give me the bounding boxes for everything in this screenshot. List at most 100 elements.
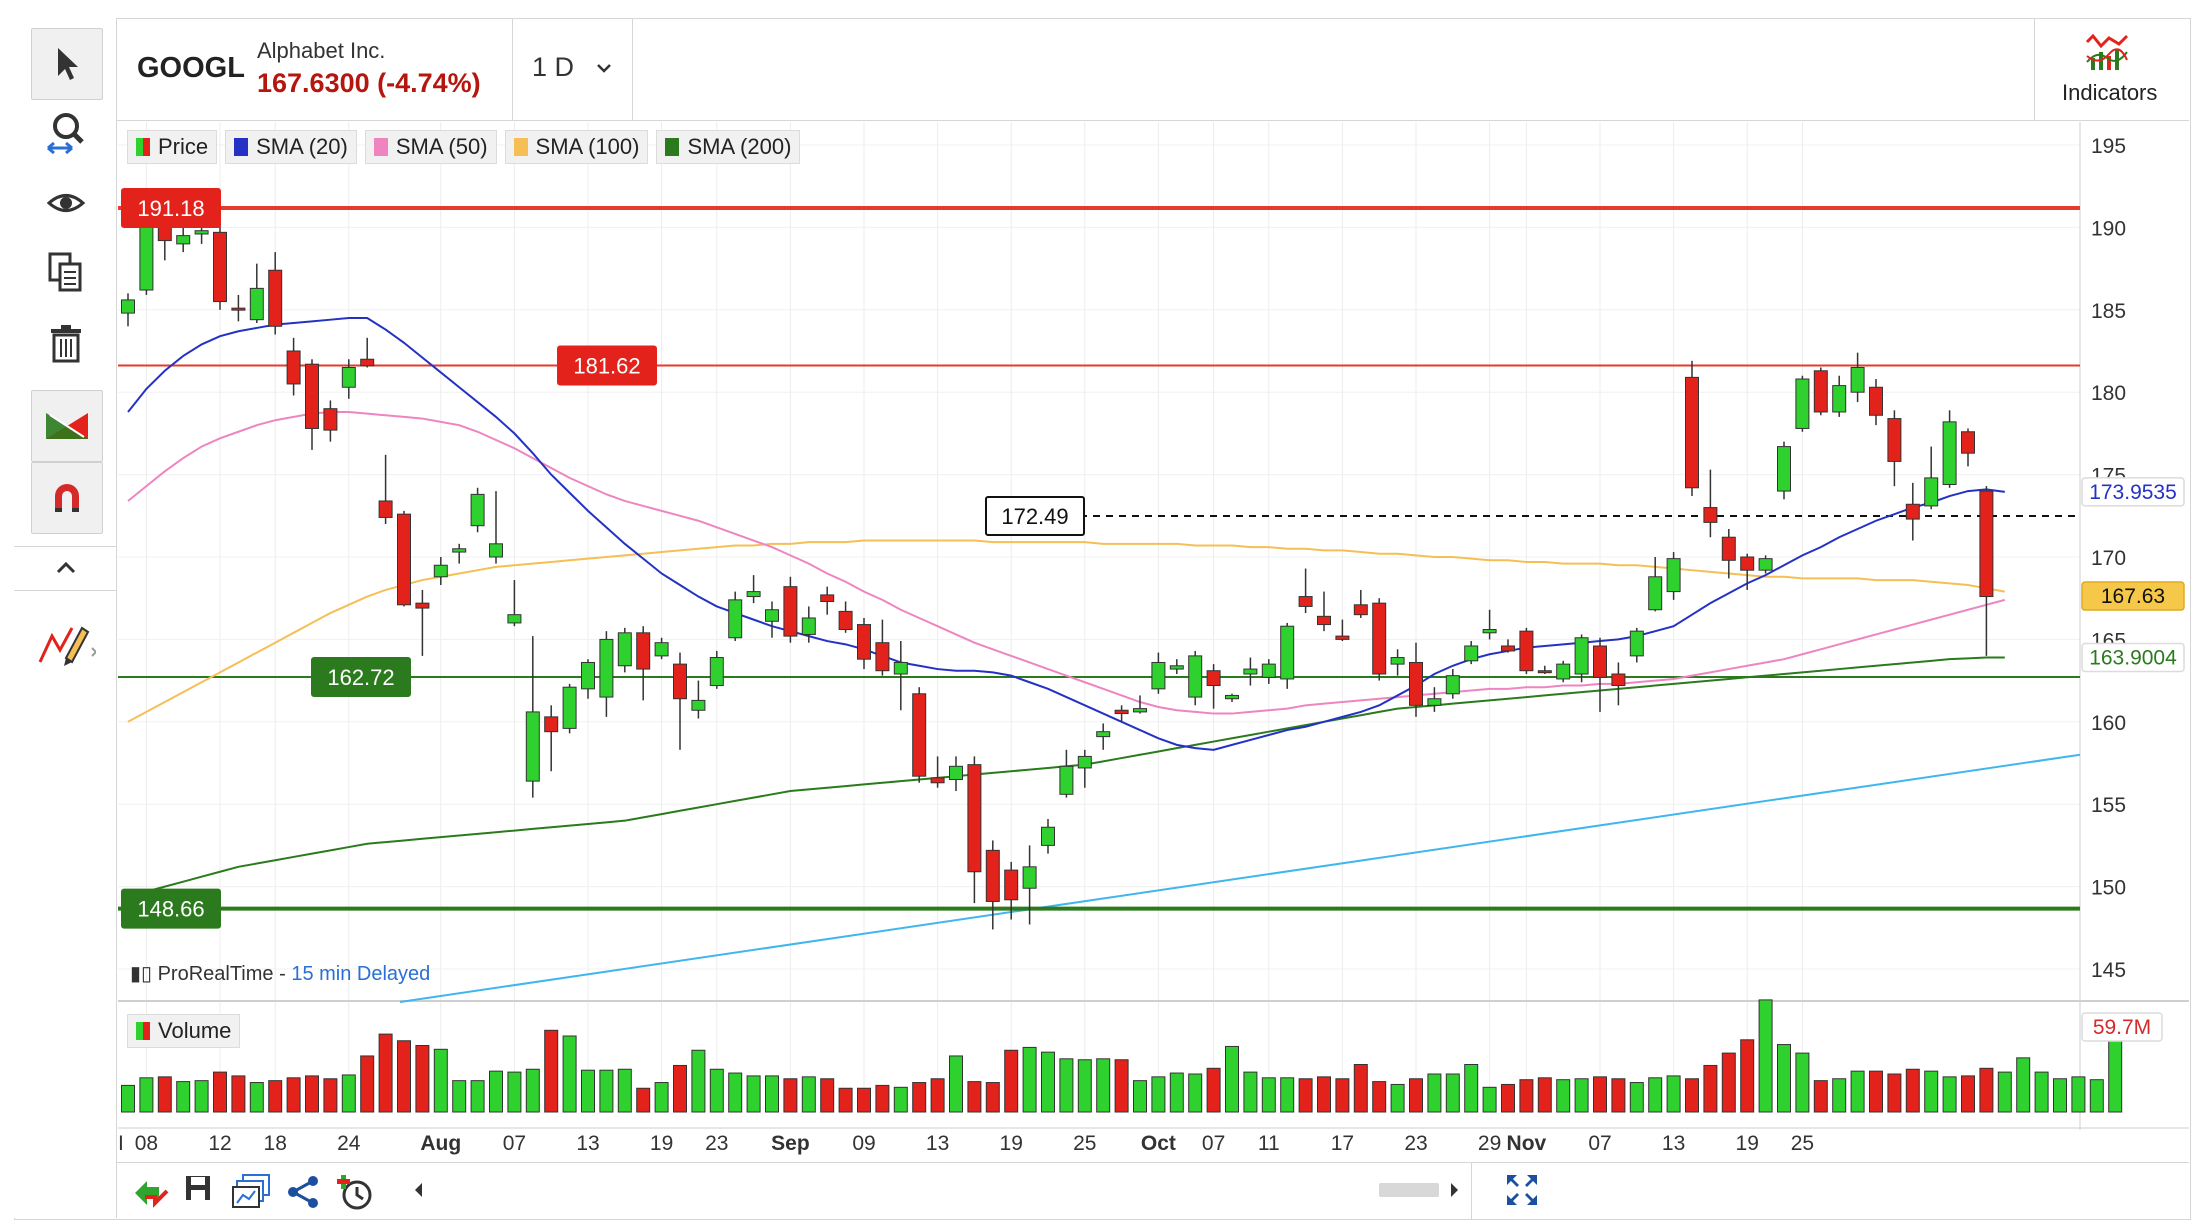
- volume-bar: [2053, 1078, 2067, 1113]
- volume-bar: [875, 1084, 890, 1113]
- candle: [1022, 866, 1037, 889]
- volume-bar: [562, 1035, 577, 1113]
- x-tick-label: 07: [1202, 1132, 1225, 1155]
- zoom-icon[interactable]: [31, 98, 101, 168]
- volume-bar: [1869, 1070, 1883, 1113]
- candle: [1924, 477, 1939, 507]
- x-tick-label: 18: [264, 1132, 287, 1155]
- pointer-icon[interactable]: [31, 28, 103, 100]
- volume-bar: [1740, 1039, 1755, 1113]
- indicators-icon[interactable]: [2085, 32, 2129, 79]
- candle: [470, 493, 485, 527]
- x-tick-label: 11: [1258, 1132, 1280, 1155]
- volume-bar: [415, 1045, 430, 1113]
- layout-icon[interactable]: [231, 1173, 271, 1211]
- candle: [1813, 370, 1828, 413]
- chevron-down-icon[interactable]: [595, 58, 613, 81]
- level-label-162: 162.72: [327, 665, 394, 690]
- candle: [1905, 503, 1920, 520]
- company-name: Alphabet Inc.: [257, 38, 386, 63]
- volume-bar: [360, 1055, 375, 1113]
- ticker-symbol[interactable]: GOOGL: [137, 52, 245, 84]
- chart-header: GOOGL Alphabet Inc. 167.6300 (-4.74%) 1 …: [117, 18, 2189, 121]
- candle: [709, 657, 724, 687]
- volume-bar: [1041, 1051, 1055, 1113]
- volume-bar: [599, 1069, 614, 1113]
- import-export-icon[interactable]: [131, 1173, 171, 1211]
- indicators-button[interactable]: Indicators: [2062, 80, 2158, 105]
- volume-bar: [1298, 1078, 1313, 1113]
- x-tick-label: 19: [650, 1132, 673, 1155]
- share-icon[interactable]: [285, 1173, 325, 1211]
- y-tick-label: 170: [2091, 547, 2126, 570]
- legend-volume[interactable]: Volume: [127, 1014, 241, 1048]
- volume-bar: [654, 1082, 669, 1113]
- volume-bar: [820, 1078, 835, 1113]
- volume-bar: [765, 1075, 779, 1113]
- volume-bar: [1887, 1073, 1902, 1113]
- y-tick-label: 160: [2091, 712, 2126, 735]
- period-selector[interactable]: 1 D: [532, 52, 575, 82]
- candle: [1353, 604, 1368, 616]
- volume-bar: [1501, 1083, 1515, 1113]
- candle: [857, 624, 871, 660]
- x-tick-label: 09: [852, 1132, 875, 1155]
- candle: [1317, 615, 1331, 626]
- volume-bar: [378, 1033, 393, 1113]
- trend-indicator-icon[interactable]: [31, 390, 103, 462]
- x-tick-label: 23: [1404, 1132, 1427, 1155]
- y-tick-label: 155: [2091, 794, 2126, 817]
- x-tick-label: I: [118, 1132, 124, 1155]
- save-icon[interactable]: [183, 1173, 223, 1211]
- volume-bar: [1280, 1077, 1295, 1113]
- copy-icon[interactable]: [31, 238, 101, 308]
- legend-sma-20[interactable]: SMA (20): [225, 130, 357, 164]
- volume-bar: [305, 1075, 319, 1113]
- volume-bar: [691, 1049, 706, 1113]
- legend-sma-200[interactable]: SMA (200): [656, 130, 801, 164]
- magnet-icon[interactable]: [31, 462, 103, 534]
- volume-bar: [912, 1082, 927, 1113]
- scroll-right-icon[interactable]: [1447, 1179, 1461, 1206]
- volume-bar: [783, 1078, 798, 1113]
- candle: [525, 711, 540, 782]
- trash-icon[interactable]: [31, 308, 101, 378]
- volume-bar: [2034, 1071, 2049, 1113]
- volume-bar: [1206, 1067, 1221, 1113]
- candle: [875, 642, 890, 672]
- candle: [765, 609, 779, 622]
- alert-icon[interactable]: [335, 1173, 375, 1211]
- candle: [1151, 661, 1166, 690]
- volume-value-tag: 59.7M: [2093, 1016, 2151, 1039]
- candle: [1556, 663, 1571, 680]
- candle: [268, 269, 283, 327]
- candle: [1280, 625, 1295, 680]
- drawing-tools-icon[interactable]: [31, 608, 101, 678]
- legend-sma-50[interactable]: SMA (50): [364, 130, 497, 164]
- candle: [1464, 645, 1479, 662]
- fullscreen-icon[interactable]: [1505, 1173, 1539, 1212]
- candle: [1703, 507, 1718, 523]
- volume-bar: [1979, 1067, 1994, 1113]
- legend-sma-100[interactable]: SMA (100): [504, 130, 649, 164]
- candle: [1832, 385, 1847, 413]
- eye-icon[interactable]: [31, 168, 101, 238]
- candle: [599, 638, 614, 698]
- candle: [1427, 698, 1442, 706]
- collapse-icon[interactable]: [31, 548, 101, 588]
- volume-bar: [893, 1086, 908, 1113]
- volume-bar: [636, 1087, 651, 1113]
- candle: [378, 500, 393, 518]
- legend-price[interactable]: Price: [127, 130, 218, 164]
- volume-bar: [1758, 999, 1773, 1113]
- candle: [1445, 675, 1460, 695]
- candles-group: [121, 194, 1994, 930]
- candle: [728, 599, 743, 639]
- horizontal-scrollbar[interactable]: [1379, 1183, 1439, 1197]
- candle: [1169, 665, 1184, 670]
- volume-bar: [139, 1077, 154, 1113]
- candle: [1335, 635, 1350, 640]
- scroll-left-icon[interactable]: [412, 1179, 426, 1206]
- level-label-148: 148.66: [137, 897, 204, 922]
